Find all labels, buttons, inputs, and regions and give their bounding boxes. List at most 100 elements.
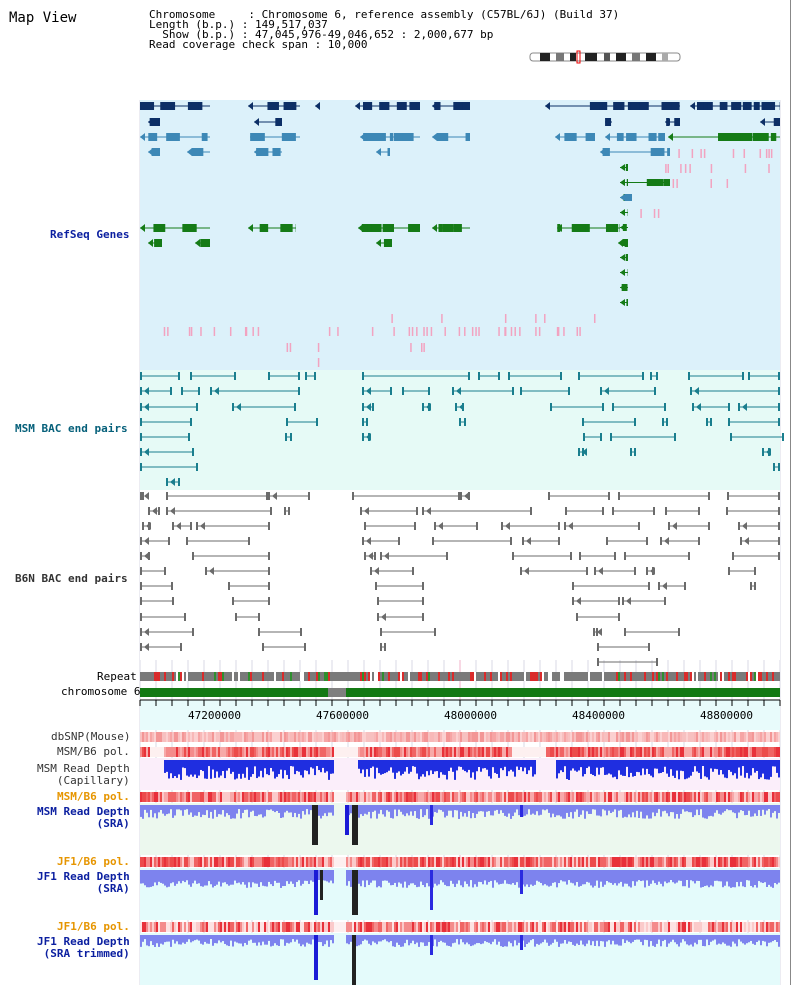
polymorphism-cell bbox=[492, 747, 494, 757]
read-depth-bar bbox=[280, 760, 282, 770]
repeat-element bbox=[170, 672, 172, 681]
read-depth-bar bbox=[702, 870, 704, 888]
polymorphism-cell bbox=[250, 792, 252, 802]
polymorphism-cell bbox=[554, 732, 556, 742]
polymorphism-cell bbox=[516, 732, 518, 742]
read-depth-bar bbox=[202, 935, 204, 945]
bac-end-arrow bbox=[144, 448, 149, 456]
repeat-element bbox=[536, 672, 538, 681]
read-depth-bar bbox=[472, 760, 474, 773]
repeat-element bbox=[178, 672, 180, 681]
polymorphism-cell bbox=[140, 732, 142, 742]
polymorphism-cell bbox=[328, 747, 330, 757]
read-depth-bar bbox=[772, 935, 774, 942]
polymorphism-cell bbox=[696, 732, 698, 742]
read-depth-bar bbox=[602, 935, 604, 942]
polymorphism-cell bbox=[188, 922, 190, 932]
read-depth-bar bbox=[316, 760, 318, 767]
read-depth-bar bbox=[364, 870, 366, 888]
repeat-element bbox=[736, 672, 738, 681]
polymorphism-cell bbox=[192, 732, 194, 742]
repeat-element bbox=[248, 672, 250, 681]
polymorphism-cell bbox=[566, 922, 568, 932]
read-depth-bar bbox=[506, 805, 508, 817]
gene-exon bbox=[436, 133, 449, 141]
gene-exon bbox=[752, 133, 761, 141]
polymorphism-cell bbox=[644, 922, 646, 932]
polymorphism-cell bbox=[236, 747, 238, 757]
read-depth-bar bbox=[560, 935, 562, 944]
read-depth-bar bbox=[320, 805, 322, 819]
polymorphism-cell bbox=[544, 747, 546, 757]
repeat-element bbox=[338, 672, 340, 681]
polymorphism-cell bbox=[564, 857, 566, 867]
read-depth-bar bbox=[250, 805, 252, 812]
chromosome-ideogram[interactable] bbox=[529, 50, 681, 64]
polymorphism-cell bbox=[512, 732, 514, 742]
read-depth-bar bbox=[672, 935, 674, 940]
bac-end-marker bbox=[710, 418, 712, 426]
read-depth-bar bbox=[530, 760, 532, 767]
read-depth-bar bbox=[636, 870, 638, 882]
repeat-element bbox=[288, 672, 290, 681]
polymorphism-cell bbox=[152, 747, 154, 757]
polymorphism-cell bbox=[376, 747, 378, 757]
polymorphism-cell bbox=[176, 732, 178, 742]
read-depth-bar bbox=[388, 935, 390, 943]
polymorphism-cell bbox=[306, 747, 308, 757]
bac-end-arrow bbox=[426, 507, 431, 515]
read-depth-bar bbox=[532, 935, 534, 940]
read-depth-bar bbox=[704, 805, 706, 819]
repeat-element bbox=[514, 672, 516, 681]
read-depth-bar bbox=[328, 805, 330, 813]
polymorphism-cell bbox=[536, 792, 538, 802]
polymorphism-cell bbox=[606, 857, 608, 867]
polymorphism-cell bbox=[140, 792, 142, 802]
polymorphism-cell bbox=[770, 792, 772, 802]
repeat-element bbox=[772, 672, 774, 681]
read-depth-bar bbox=[644, 760, 646, 775]
polymorphism-cell bbox=[536, 747, 538, 757]
polymorphism-cell bbox=[388, 792, 390, 802]
polymorphism-cell bbox=[654, 857, 656, 867]
polymorphism-cell bbox=[256, 732, 258, 742]
read-depth-bar bbox=[234, 760, 236, 780]
read-depth-bar bbox=[304, 870, 306, 881]
read-depth-bar bbox=[720, 760, 722, 771]
repeat-element bbox=[764, 672, 766, 681]
pseudo-gene-tick bbox=[257, 327, 260, 336]
polymorphism-cell bbox=[252, 792, 254, 802]
read-depth-bar bbox=[726, 935, 728, 946]
polymorphism-cell bbox=[336, 857, 338, 867]
polymorphism-cell bbox=[208, 922, 210, 932]
read-depth-bar bbox=[322, 760, 324, 768]
repeat-element bbox=[758, 672, 760, 681]
read-depth-bar bbox=[708, 760, 710, 780]
polymorphism-cell bbox=[532, 857, 534, 867]
polymorphism-cell bbox=[700, 732, 702, 742]
bac-end-marker bbox=[434, 522, 436, 530]
polymorphism-cell bbox=[344, 857, 346, 867]
polymorphism-cell bbox=[418, 922, 420, 932]
polymorphism-cell bbox=[452, 857, 454, 867]
polymorphism-cell bbox=[608, 732, 610, 742]
polymorphism-cell bbox=[550, 732, 552, 742]
read-depth-bar bbox=[146, 805, 148, 813]
polymorphism-cell bbox=[330, 922, 332, 932]
polymorphism-cell bbox=[218, 732, 220, 742]
bac-end-marker bbox=[166, 492, 168, 500]
polymorphism-cell bbox=[316, 732, 318, 742]
gene-exon bbox=[154, 224, 166, 232]
pseudo-gene-tick bbox=[759, 149, 762, 158]
polymorphism-cell bbox=[442, 922, 444, 932]
polymorphism-cell bbox=[282, 922, 284, 932]
polymorphism-cell bbox=[534, 922, 536, 932]
repeat-element bbox=[594, 672, 596, 681]
polymorphism-cell bbox=[650, 857, 652, 867]
pseudo-gene-tick bbox=[593, 314, 596, 323]
gene-exon bbox=[272, 148, 281, 156]
polymorphism-cell bbox=[390, 792, 392, 802]
polymorphism-cell bbox=[544, 732, 546, 742]
repeat-element bbox=[442, 672, 444, 681]
